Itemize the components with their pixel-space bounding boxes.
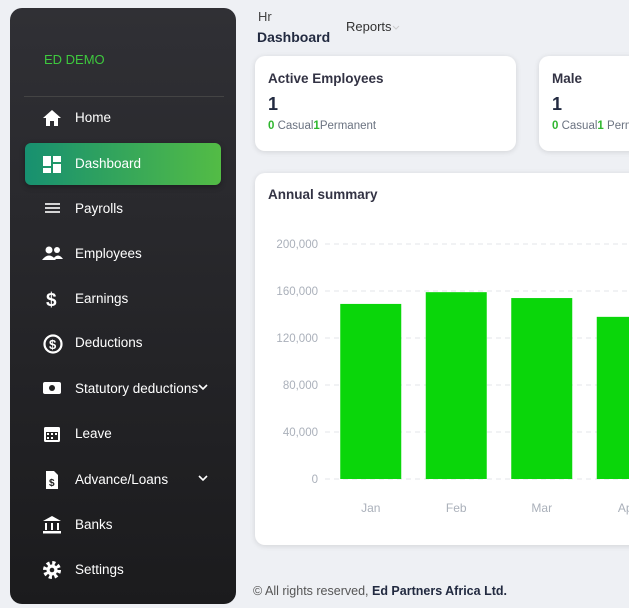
y-tick-label: 120,000: [276, 333, 318, 345]
menu-label[interactable]: Statutory deductions: [75, 381, 199, 396]
menu-item[interactable]: Employees: [25, 233, 221, 275]
card-breakdown: 0 Casual1Permanent: [268, 120, 376, 132]
menu-item[interactable]: Banks: [25, 504, 221, 546]
menu-item[interactable]: Home: [25, 97, 221, 139]
menu-label[interactable]: Payrolls: [75, 201, 124, 216]
card-title: Active Employees: [268, 71, 384, 86]
menu-item[interactable]: Settings: [25, 549, 221, 591]
breadcrumb: Hr: [258, 9, 272, 24]
menu-item[interactable]: Statutory deductions: [25, 368, 221, 410]
reports-label[interactable]: Reports: [346, 19, 392, 34]
bar: [425, 292, 487, 479]
card-count: 1: [268, 94, 279, 114]
icon: $: [46, 290, 57, 309]
page-title: Dashboard: [257, 29, 331, 45]
y-tick-label: 0: [312, 474, 318, 486]
y-tick-label: 200,000: [276, 239, 318, 251]
menu-label[interactable]: Leave: [75, 426, 112, 441]
stat-card: Male 1 0 Casual1 Permanent: [539, 56, 629, 151]
card-count: 1: [552, 94, 563, 114]
permanent-label: Permanent: [607, 120, 629, 132]
reports-menu[interactable]: Reports: [346, 19, 400, 34]
chevron: [198, 475, 208, 482]
menu-label[interactable]: Home: [75, 110, 112, 125]
menu-label[interactable]: Advance/Loans: [75, 472, 169, 487]
menu-label[interactable]: Deductions: [75, 335, 143, 350]
bar: [511, 298, 573, 479]
casual-count: 0: [552, 120, 559, 132]
footer-text: © All rights reserved,: [253, 584, 372, 598]
bar: [596, 316, 629, 479]
bar: [340, 303, 402, 479]
y-tick-label: 80,000: [283, 380, 318, 392]
casual-label: Casual: [277, 120, 314, 132]
chart-card: Annual summary 0 40,000 80,000 120,000 160,0…: [255, 173, 629, 545]
menu-label[interactable]: Dashboard: [75, 156, 142, 171]
casual-count: 0: [268, 120, 275, 132]
x-tick-label: Feb: [446, 501, 467, 515]
icon: [43, 561, 61, 579]
chevron: [198, 384, 208, 391]
x-tick-label: Apr: [618, 501, 629, 515]
icon: [45, 203, 60, 213]
menu-label[interactable]: Banks: [75, 517, 113, 532]
x-tick-label: Jan: [361, 501, 380, 515]
icon: $: [46, 471, 58, 489]
sidebar: ED DEMO Home Dashboard Payrolls Employee…: [10, 8, 236, 604]
x-tick-label: Mar: [531, 501, 552, 515]
menu-item[interactable]: $ Deductions: [25, 322, 221, 364]
icon: [42, 246, 63, 260]
y-tick-label: 160,000: [276, 286, 318, 298]
icon: $: [43, 334, 63, 354]
permanent-label: Permanent: [319, 120, 377, 132]
menu-item[interactable]: Dashboard: [25, 143, 221, 185]
menu-item[interactable]: $ Advance/Loans: [25, 459, 221, 501]
chart-title: Annual summary: [268, 187, 378, 202]
menu-item[interactable]: $ Earnings: [25, 278, 221, 320]
menu-label[interactable]: Employees: [75, 246, 142, 261]
casual-label: Casual: [561, 120, 598, 132]
chart: Annual summary 0 40,000 80,000 120,000 160,0…: [268, 187, 629, 515]
brand: ED DEMO: [44, 52, 105, 67]
divider: [24, 96, 224, 97]
y-tick-label: 40,000: [283, 427, 318, 439]
icon: [43, 156, 61, 173]
icon: [43, 110, 61, 126]
footer: © All rights reserved, Ed Partners Afric…: [253, 584, 507, 598]
permanent-count: 1: [597, 120, 604, 132]
menu-label[interactable]: Settings: [75, 562, 124, 577]
svg-text:$: $: [49, 478, 55, 489]
permanent-count: 1: [313, 120, 320, 132]
icon: [43, 516, 61, 534]
icon: [43, 382, 61, 394]
footer-company: Ed Partners Africa Ltd.: [371, 584, 507, 598]
menu-label[interactable]: Earnings: [75, 291, 129, 306]
stat-card: Active Employees 1 0 Casual1Permanent: [255, 56, 516, 151]
card-title: Male: [552, 71, 583, 86]
menu-item[interactable]: Leave: [25, 413, 221, 455]
icon: [44, 427, 60, 442]
svg-text:$: $: [46, 290, 57, 309]
chevron: [392, 25, 399, 30]
card-breakdown: 0 Casual1 Permanent: [552, 120, 629, 132]
svg-text:$: $: [49, 337, 57, 352]
menu-item[interactable]: Payrolls: [25, 188, 221, 230]
